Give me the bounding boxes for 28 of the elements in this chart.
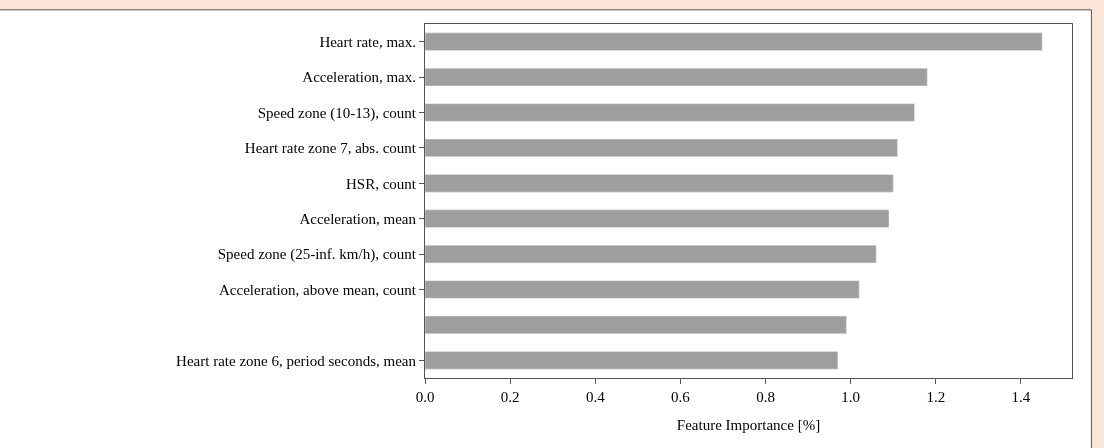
y-tick-label: Heart rate zone 6, period seconds, mean [176, 352, 417, 369]
bar [425, 280, 860, 299]
bar [425, 209, 890, 228]
y-tick-label: Heart rate zone 7, abs. count [244, 140, 417, 157]
y-tick-label: Speed zone (10-13), count [257, 104, 417, 122]
x-tick-label: 1.4 [1011, 389, 1031, 405]
x-tick-label: 0.0 [415, 389, 435, 405]
bar [425, 174, 894, 193]
bar [425, 103, 915, 122]
y-tick-label: Heart rate, max. [319, 33, 416, 50]
bar [425, 68, 928, 87]
x-tick-label: 0.2 [500, 389, 520, 405]
x-tick-label: 0.8 [756, 389, 775, 405]
y-tick-label: Acceleration, mean [299, 210, 417, 227]
x-axis-title: Feature Importance [%] [676, 417, 821, 433]
x-tick-label: 1.0 [841, 389, 861, 405]
x-tick-label: 1.2 [926, 389, 946, 405]
y-tick-label: HSR, count [345, 175, 417, 192]
y-tick-label: Speed zone (25-inf. km/h), count [217, 246, 417, 264]
bar [425, 351, 839, 370]
bar [425, 315, 847, 334]
bar [425, 245, 877, 264]
bar [425, 32, 1043, 51]
bar [425, 138, 898, 157]
y-tick-label: Acceleration, max. [302, 69, 416, 86]
y-tick-label: Acceleration, above mean, count [219, 281, 417, 298]
x-tick-label: 0.6 [671, 389, 691, 405]
x-tick-label: 0.4 [585, 389, 606, 405]
